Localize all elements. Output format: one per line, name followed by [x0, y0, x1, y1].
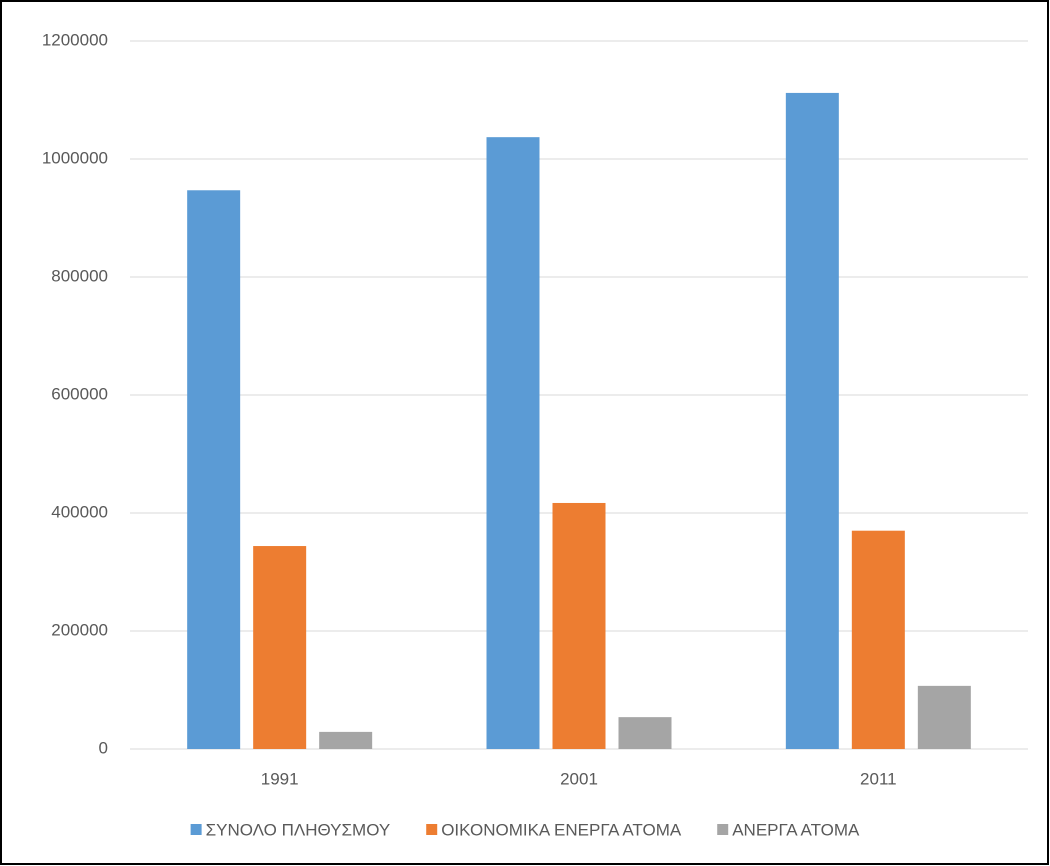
bar	[552, 502, 606, 749]
y-tick-label: 600000	[51, 384, 108, 403]
bar	[618, 717, 672, 749]
bar	[486, 137, 540, 750]
bar	[917, 685, 971, 749]
legend-swatch	[426, 824, 438, 835]
y-tick-label: 800000	[51, 266, 108, 285]
x-tick-label: 2001	[560, 769, 598, 788]
y-tick-label: 400000	[51, 502, 108, 521]
legend-label: ΑΝΕΡΓΑ ΑΤΟΜΑ	[732, 820, 860, 839]
bar	[785, 92, 839, 750]
x-tick-label: 2011	[860, 769, 897, 788]
legend-swatch	[717, 824, 729, 835]
bar	[319, 731, 373, 749]
legend-swatch	[190, 824, 202, 835]
y-tick-label: 0	[99, 738, 108, 757]
bar	[187, 190, 241, 749]
y-tick-label: 1000000	[42, 148, 108, 167]
y-tick-label: 1200000	[42, 30, 108, 49]
y-tick-label: 200000	[51, 620, 108, 639]
bar	[851, 530, 905, 749]
bar	[253, 546, 307, 749]
x-tick-label: 1991	[261, 769, 299, 788]
legend-label: ΟΙΚΟΝΟΜΙΚΑ ΕΝΕΡΓΑ ΑΤΟΜΑ	[441, 820, 682, 839]
legend-label: ΣΥΝΟΛΟ ΠΛΗΘΥΣΜΟΥ	[206, 820, 391, 839]
